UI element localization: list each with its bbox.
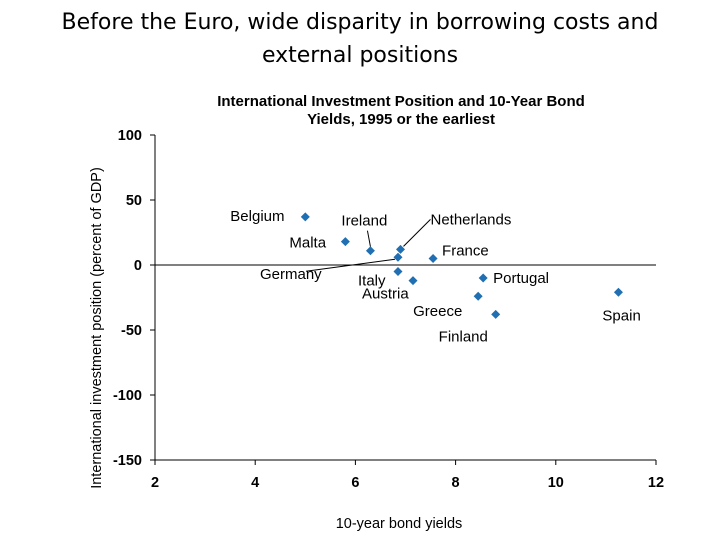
point-austria — [408, 276, 418, 286]
label-italy: Italy — [358, 273, 386, 290]
label-malta: Malta — [289, 235, 326, 252]
point-france — [428, 254, 438, 263]
y-axis-ticks: 100 50 0 -50 -100 -150 — [113, 128, 155, 469]
x-tick-label: 10 — [548, 475, 564, 491]
point-labels: Belgium Malta Ireland Netherlands Germany Ita… — [230, 208, 640, 346]
label-greece: Greece — [413, 303, 462, 320]
point-portugal — [478, 273, 488, 283]
x-tick-label: 8 — [452, 475, 460, 491]
point-finland — [491, 309, 501, 319]
label-finland: Finland — [439, 328, 488, 345]
point-belgium — [300, 212, 310, 222]
point-germany — [393, 252, 403, 262]
y-tick-label: 0 — [134, 258, 142, 274]
point-malta — [340, 237, 350, 247]
x-tick-label: 12 — [648, 475, 664, 491]
chart-title-line-1: International Investment Position and 10… — [217, 93, 585, 110]
x-axis-ticks: 2 4 6 8 10 12 — [151, 460, 664, 491]
label-netherlands: Netherlands — [430, 211, 511, 228]
data-points — [300, 212, 623, 319]
label-ireland: Ireland — [341, 213, 387, 230]
slide-title-line-1: Before the Euro, wide disparity in borro… — [61, 10, 659, 35]
point-netherlands — [395, 244, 405, 254]
slide-title: Before the Euro, wide disparity in borro… — [0, 6, 720, 72]
x-axis-label: 10-year bond yields — [336, 516, 463, 532]
label-belgium: Belgium — [230, 208, 284, 225]
leader-ireland — [366, 230, 371, 247]
x-tick-label: 2 — [151, 475, 159, 491]
point-italy — [393, 267, 403, 276]
label-portugal: Portugal — [493, 270, 549, 287]
x-tick-label: 4 — [251, 475, 259, 491]
y-axis-label: International investment position (perce… — [89, 167, 105, 489]
leader-lines — [305, 219, 431, 272]
x-tick-label: 6 — [351, 475, 359, 491]
y-tick-label: 100 — [118, 128, 142, 144]
leader-germany — [305, 258, 396, 272]
label-spain: Spain — [602, 307, 640, 324]
y-tick-label: 50 — [126, 193, 142, 209]
point-spain — [613, 287, 623, 297]
point-ireland — [365, 246, 375, 256]
label-germany: Germany — [260, 266, 322, 283]
chart-title-line-2: Yields, 1995 or the earliest — [307, 111, 495, 128]
y-tick-label: -150 — [113, 453, 142, 469]
label-austria: Austria — [362, 286, 409, 303]
leader-netherlands — [403, 219, 431, 247]
point-greece — [473, 291, 483, 301]
slide-title-line-2: external positions — [261, 43, 459, 68]
label-france: France — [442, 243, 489, 260]
y-tick-label: -50 — [121, 323, 142, 339]
y-tick-label: -100 — [113, 388, 142, 404]
